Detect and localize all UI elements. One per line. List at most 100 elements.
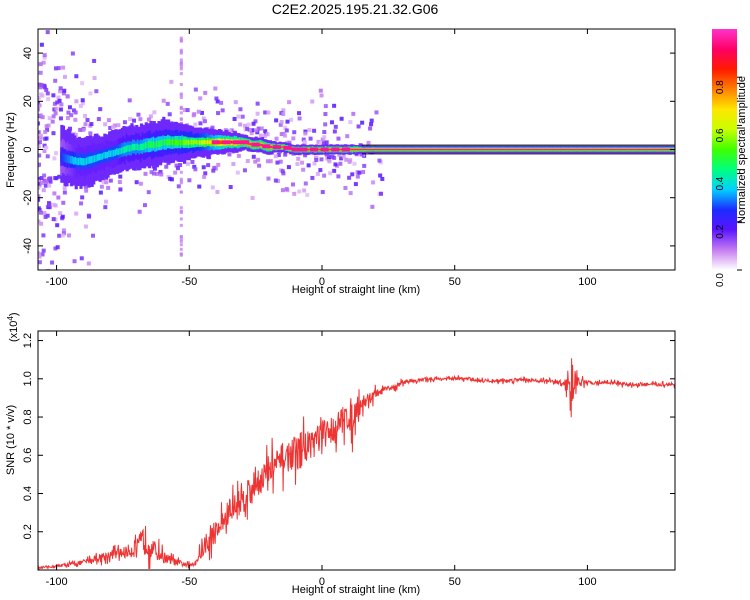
spectrogram-cell	[45, 213, 50, 218]
spectrogram-cell	[257, 163, 262, 168]
spectrogram-cell	[80, 81, 85, 86]
spectrogram-cell	[220, 108, 225, 113]
spectrogram-cell	[296, 156, 301, 161]
spectrogram-cell	[253, 159, 258, 164]
spectrogram-cell	[85, 118, 90, 123]
spectrogram-cell	[245, 159, 250, 164]
spectrogram-cell	[38, 254, 42, 259]
spectrogram-cell	[274, 136, 279, 141]
spectrogram-cell	[45, 127, 50, 132]
spectrogram-cell	[333, 124, 338, 129]
spectrogram-cell	[332, 103, 337, 108]
spectrogram-cell	[39, 42, 44, 47]
spectrogram-cell	[58, 107, 63, 112]
spectrogram-cell	[39, 180, 44, 185]
spectrogram-cell	[339, 116, 344, 121]
spectrogram-cell	[348, 191, 353, 196]
spectrogram-cell	[303, 131, 308, 136]
spectrogram-cell	[212, 165, 217, 170]
colorbar-ticks: 0.0 0.2 0.4 0.6 0.8	[715, 76, 742, 287]
spectrogram-cell	[108, 178, 113, 183]
spectrogram-y-ticks: -40 -20 0 20 40	[22, 47, 675, 254]
spectrogram-cell	[250, 196, 255, 201]
spectrogram-cell	[368, 126, 373, 131]
spectrogram-cell	[98, 107, 103, 112]
spectrogram-cell	[51, 93, 56, 98]
spectrogram-cell	[179, 253, 183, 257]
spectrogram-cell	[118, 187, 123, 192]
spectrogram-cell	[38, 194, 41, 199]
spectrogram-cell	[79, 201, 84, 206]
spectrogram-cell	[38, 300, 42, 304]
spectrogram-cell	[322, 135, 327, 140]
spectrogram-cell	[322, 130, 327, 135]
spectrogram-cell	[374, 110, 379, 115]
spectrogram-cell	[332, 129, 337, 134]
spectrogram-cell	[38, 210, 43, 215]
spectrogram-cell	[347, 175, 352, 180]
spectrogram-cell	[80, 101, 85, 106]
spectrogram-cell	[179, 62, 183, 66]
spectrogram-cell	[78, 104, 83, 109]
spectrogram-cell	[276, 152, 281, 157]
spectrogram-cell	[343, 185, 348, 190]
spectrogram-cell	[246, 122, 251, 127]
spectrogram-cell	[232, 116, 237, 121]
spectrogram-cell	[360, 120, 365, 125]
spectrogram-cell	[285, 140, 290, 145]
spectrogram-cell	[251, 154, 256, 159]
spectrogram-cell	[303, 153, 308, 158]
spectrogram-cell	[159, 172, 164, 177]
spectrogram-cell	[62, 74, 67, 79]
spectrogram-cell	[196, 109, 201, 114]
spectrogram-cell	[318, 141, 323, 146]
spectrogram-cell	[198, 121, 203, 126]
spectrogram-cell	[281, 108, 286, 113]
spectrogram-cell	[41, 233, 46, 238]
spectrogram-cell	[233, 140, 242, 145]
spectrogram-cell	[151, 171, 156, 176]
y-tick-label: 0.6	[22, 448, 34, 463]
spectrogram-cell	[179, 223, 183, 227]
spectrogram-cell	[278, 122, 283, 127]
spectrogram-cell	[134, 180, 139, 185]
spectrogram-cell	[127, 98, 132, 103]
spectrogram-cell	[173, 170, 178, 175]
spectrogram-cell	[55, 223, 60, 228]
snr-y-ticks: 0.2 0.4 0.6 0.8 1.0 1.2	[22, 333, 675, 539]
spectrogram-cell	[92, 58, 97, 63]
spectrogram-cell	[151, 164, 156, 169]
spectrogram-cell	[352, 161, 357, 166]
spectrogram-cell	[179, 111, 183, 115]
spectrogram-cell	[245, 126, 250, 131]
spectrogram-cell	[73, 110, 78, 115]
spectrogram-cell	[263, 129, 268, 134]
spectrogram-cell	[179, 239, 183, 243]
spectrogram-cell	[318, 88, 323, 93]
spectrogram-cell	[179, 106, 183, 110]
spectrogram-cell	[227, 152, 232, 157]
spectrogram-cell	[101, 179, 106, 184]
spectrogram-cell	[202, 174, 207, 179]
spectrogram-cell	[57, 233, 62, 238]
spectrogram-cell	[155, 171, 160, 176]
spectrogram-cell	[213, 86, 218, 91]
spectrogram-cell	[314, 155, 319, 160]
spectrogram-cell	[165, 101, 170, 106]
spectrogram-cell	[233, 100, 238, 105]
spectrogram-cell	[62, 190, 67, 195]
spectrogram-cell	[357, 170, 362, 175]
spectrogram-cell	[41, 60, 46, 65]
spectrogram-cell	[331, 147, 340, 152]
spectrogram-cell	[287, 100, 292, 105]
spectrogram-cell	[341, 154, 346, 159]
spectrogram-cell	[249, 131, 254, 136]
spectrogram-cell	[38, 103, 42, 108]
spectrogram-cell	[83, 114, 88, 119]
spectrogram-cell	[146, 190, 151, 195]
snr-x-ticks: -100 -50 0 50 100	[46, 331, 597, 588]
spectrogram-cell	[323, 122, 328, 127]
spectrogram-cell	[215, 190, 220, 195]
spectrogram-cell	[227, 128, 232, 133]
